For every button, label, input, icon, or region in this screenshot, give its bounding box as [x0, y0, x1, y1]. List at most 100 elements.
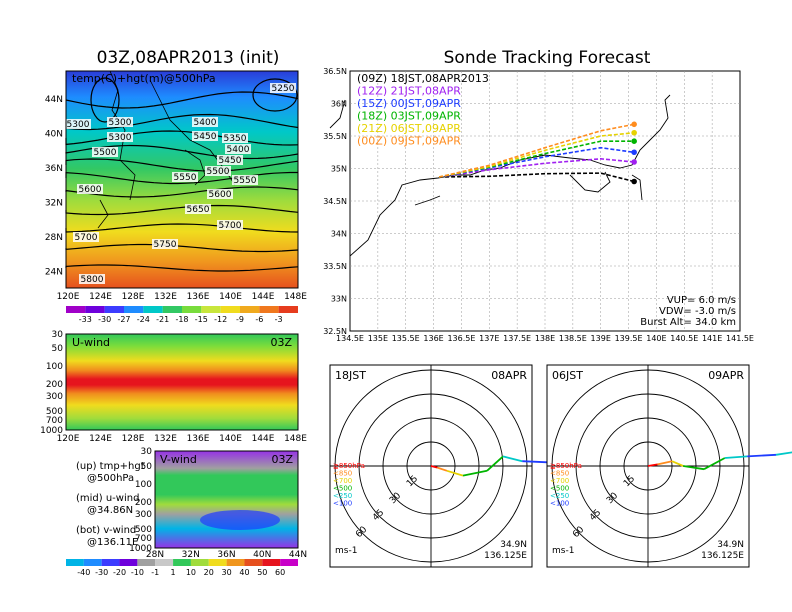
u-wind-field [66, 334, 298, 430]
contour-label: 5500 [94, 148, 117, 158]
height-contour [90, 77, 120, 123]
track-lon-label: 136E [423, 334, 443, 343]
map-lat-label: 32N [45, 199, 63, 209]
contour-label-bg [225, 144, 251, 154]
sonde-param: Burst Alt= 34.0 km [640, 317, 736, 328]
map-lon-label: 128E [122, 292, 145, 302]
map-lat-label: 40N [45, 130, 63, 140]
track-legend-entry: (21Z) 06JST,09APR [357, 122, 461, 135]
contour-label-bg [270, 83, 296, 93]
hodograph-level: <250 [550, 492, 569, 500]
map-field-label: temp(C)+hgt(m)@500hPa [72, 72, 216, 85]
hodograph-segment [486, 455, 504, 472]
colorbar-swatch [278, 306, 298, 313]
legend-line: (bot) v-wind [76, 525, 136, 536]
legend-line: (up) tmp+hgt [76, 461, 145, 472]
u-wind-time: 03Z [270, 336, 292, 349]
track-lat-label: 34.5N [323, 197, 347, 206]
hodograph-level: <700 [550, 477, 569, 485]
colorbar-tick: 50 [257, 568, 267, 577]
landing-point [631, 129, 637, 136]
track-lat-labels: 36.5N 36N 35.5N 35N 34.5N 34N 33.5N 33N 32.5N [323, 67, 347, 336]
colorbar-tick: 60 [275, 568, 285, 577]
hodograph-level: <250 [333, 492, 352, 500]
contour-label-bg [73, 232, 99, 242]
lon-label: 128E [122, 434, 145, 444]
colorbar-swatch [226, 559, 245, 566]
colorbar-swatch [85, 306, 105, 313]
track-lon-label: 141E [702, 334, 722, 343]
hodograph-level: <100 [550, 500, 569, 508]
hodograph-segment [437, 466, 448, 472]
colorbar-swatch [83, 559, 102, 566]
pressure-label: 1000 [40, 426, 63, 436]
map-frame [65, 70, 299, 289]
height-contour [65, 171, 298, 185]
landing-point [631, 149, 637, 156]
colorbar-tick: -15 [195, 315, 208, 324]
colorbar-tick: -18 [175, 315, 188, 324]
u-wind-label: U-wind [72, 336, 110, 349]
map-lat-label: 44N [45, 95, 63, 105]
track-lon-label: 134.5E [336, 334, 364, 343]
colorbar-swatch [190, 559, 209, 566]
pressure-label: 30 [141, 447, 153, 457]
pressure-label: 50 [141, 462, 153, 472]
hodograph-level: <500 [550, 485, 569, 493]
contour-label: 5700 [219, 221, 242, 231]
height-contour [65, 158, 299, 172]
pressure-label: 200 [135, 498, 152, 508]
landing-point [631, 121, 637, 128]
contour-label: 5800 [81, 275, 104, 285]
track-legend-entry: (12Z) 21JST,08APR [357, 85, 461, 98]
japan-coastline [329, 94, 671, 257]
track-lon-label: 138E [535, 334, 555, 343]
contour-label: 5600 [79, 185, 102, 195]
colorbar-swatch [220, 306, 240, 313]
pressure-label: 100 [135, 480, 152, 490]
temperature-colorbar: -33 -30 -27 -24 -21 -18 -15 -12 -9 -6 -3 [66, 306, 298, 324]
lon-label: 124E [89, 434, 112, 444]
track-lat-label: 32.5N [323, 327, 347, 336]
contour-label: 5600 [209, 190, 232, 200]
u-wind-frame [65, 333, 299, 431]
colorbar-tick: -21 [156, 315, 169, 324]
sonde-track [438, 140, 635, 178]
colorbar-swatch [280, 559, 298, 566]
contour-label-bg [172, 172, 198, 182]
contour-label: 5550 [234, 176, 257, 186]
contour-label: 5300 [109, 118, 132, 128]
track-lon-label: 140.5E [670, 334, 698, 343]
right-title: Sonde Tracking Forecast [444, 48, 651, 68]
hodograph-segment [775, 451, 792, 456]
colorbar-tick: -3 [275, 315, 283, 324]
colorbar-tick: 10 [186, 568, 196, 577]
contour-label: 5400 [194, 118, 217, 128]
colorbar-tick: -20 [113, 568, 126, 577]
sonde-track [438, 157, 635, 178]
colorbar-swatch [124, 306, 144, 313]
height-contour [65, 204, 299, 216]
colorbar-tick: -1 [151, 568, 159, 577]
hodograph-level: ≧850hPa [550, 462, 582, 470]
v-wind-field [155, 451, 298, 548]
contour-label: 5700 [75, 233, 98, 243]
colorbar-tick: -9 [236, 315, 244, 324]
pressure-label: 200 [46, 380, 63, 390]
hodograph-segment [446, 469, 464, 477]
contour-label-bg [192, 131, 218, 141]
sonde-track-map: (09Z) 18JST,08APR2013(12Z) 21JST,08APR(1… [323, 67, 754, 343]
coastline [97, 70, 236, 229]
contour-label-bg [65, 119, 91, 129]
hodograph-date: 09APR [708, 369, 744, 382]
colorbar-swatch [182, 306, 202, 313]
contour-label-bg [92, 147, 118, 157]
colorbar-swatch [240, 306, 260, 313]
contour-label: 5250 [272, 84, 295, 94]
height-contour [252, 78, 298, 112]
hodograph-segment [657, 460, 673, 466]
contour-label-bg [222, 133, 248, 143]
